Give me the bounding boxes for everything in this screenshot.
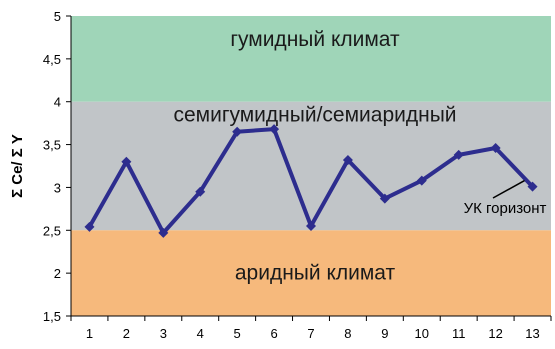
x-tick-label: 2 <box>123 326 130 341</box>
x-tick-label: 6 <box>270 326 277 341</box>
x-tick-label: 8 <box>344 326 351 341</box>
x-tick-label: 3 <box>160 326 167 341</box>
y-tick-label: 4 <box>54 95 61 110</box>
y-tick-label: 5 <box>54 9 61 24</box>
annotation-label: УК горизонт <box>464 200 547 217</box>
x-tick-label: 4 <box>197 326 204 341</box>
zone-label: гумидный климат <box>230 28 400 51</box>
x-tick-label: 1 <box>86 326 93 341</box>
y-axis-label: Σ Ce/ Σ Y <box>9 134 26 198</box>
x-tick-label: 7 <box>307 326 314 341</box>
x-tick-label: 10 <box>415 326 429 341</box>
y-tick-label: 2,5 <box>43 223 61 238</box>
x-tick-labels: 1 2 3 4 5 6 7 8 9 10 11 12 13 <box>71 316 551 341</box>
y-tick-label: 2 <box>54 266 61 281</box>
y-tick-label: 1,5 <box>43 309 61 324</box>
x-tick-label: 11 <box>452 326 466 341</box>
zone-label: семигумидный/семиаридный <box>173 104 456 127</box>
y-tick-label: 3 <box>54 180 61 195</box>
x-tick-label: 5 <box>234 326 241 341</box>
zone-label: аридный климат <box>235 261 396 284</box>
y-tick-label: 3,5 <box>43 138 61 153</box>
x-tick-label: 12 <box>488 326 502 341</box>
y-tick-label: 4,5 <box>43 52 61 67</box>
x-tick-label: 13 <box>525 326 539 341</box>
x-tick-label: 9 <box>381 326 388 341</box>
y-tick-labels: 1,5 2 2,5 3 3,5 4 4,5 5 <box>43 9 71 324</box>
